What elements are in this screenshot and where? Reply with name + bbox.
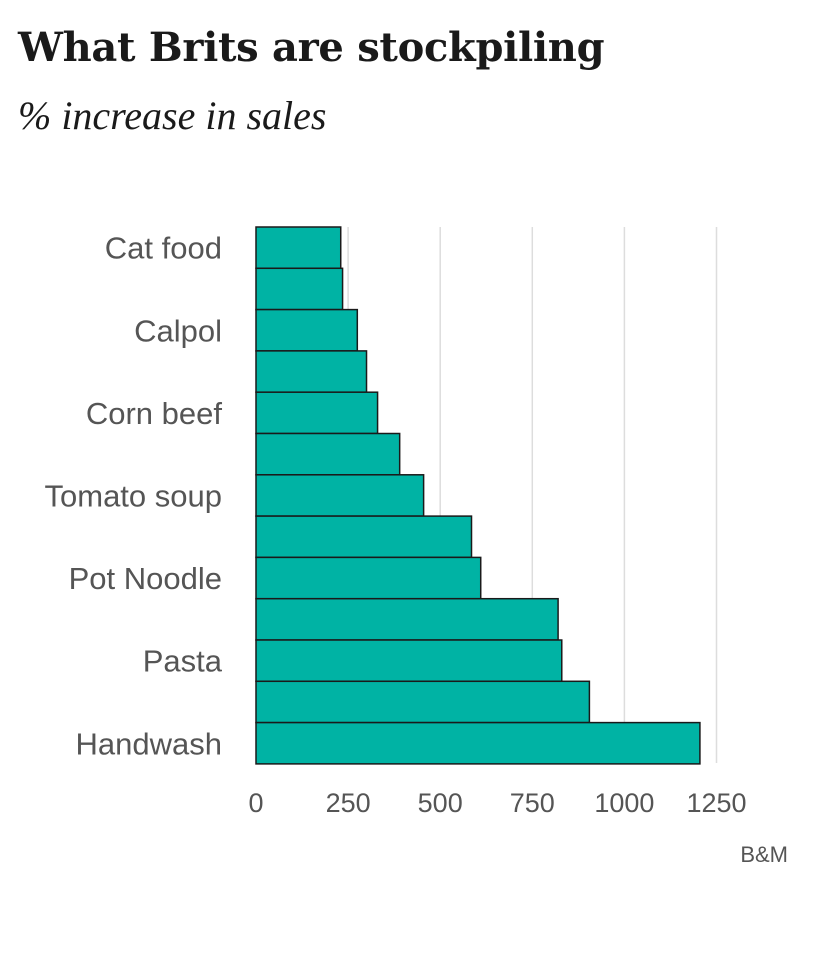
x-tick-label-5: 1250 <box>686 788 746 818</box>
category-labels: Cat food Calpol Corn beef Tomato soup Pot No… <box>45 231 223 762</box>
category-label-6: Tomato soup <box>45 478 223 513</box>
category-label-4: Corn beef <box>86 396 223 431</box>
chart-title: What Brits are stockpiling <box>18 24 605 71</box>
bar-1 <box>255 267 344 311</box>
bar-9 <box>255 597 559 641</box>
bar-3 <box>255 350 368 393</box>
category-label-10: Pasta <box>143 644 223 679</box>
chart-subtitle: % increase in sales <box>18 93 327 138</box>
category-label-2: Calpol <box>134 313 222 348</box>
x-tick-label-4: 1000 <box>594 788 654 818</box>
x-tick-label-2: 500 <box>418 788 463 818</box>
bar-0 <box>255 226 342 270</box>
bar-8 <box>255 556 482 600</box>
category-label-8: Pot Noodle <box>69 561 222 596</box>
bar-2 <box>255 308 359 352</box>
bars <box>255 226 701 765</box>
x-tick-label-1: 250 <box>326 788 371 818</box>
x-tick-label-0: 0 <box>248 788 263 818</box>
bar-12 <box>255 721 701 765</box>
category-label-12: Handwash <box>76 726 222 761</box>
bar-5 <box>255 432 401 476</box>
bar-10 <box>255 639 563 683</box>
category-label-0: Cat food <box>105 231 222 266</box>
bar-11 <box>255 680 591 724</box>
x-tick-label-3: 750 <box>510 788 555 818</box>
bar-4 <box>255 391 379 435</box>
bar-7 <box>255 515 473 559</box>
x-tick-labels: 0 250 500 750 1000 1250 <box>248 788 746 818</box>
source-note: B&M <box>740 842 788 867</box>
bar-6 <box>255 474 425 517</box>
